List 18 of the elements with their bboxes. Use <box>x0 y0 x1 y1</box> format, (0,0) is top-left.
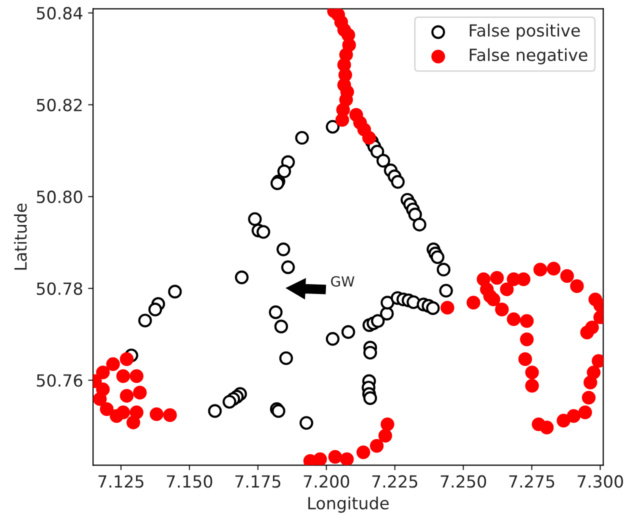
x-tick-label: 7.250 <box>440 475 486 488</box>
x-tick-label: 7.175 <box>235 475 280 488</box>
x-tick-label: 7.275 <box>509 475 554 488</box>
y-tick-label: 50.78 <box>36 282 82 295</box>
x-tick-label: 7.300 <box>578 475 623 488</box>
annotation: GW <box>331 276 354 287</box>
y-axis-title: Latitude <box>14 204 27 270</box>
x-axis-title: Longitude <box>308 496 389 513</box>
x-tick-label: 7.200 <box>304 475 350 488</box>
x-tick-label: 7.225 <box>372 475 418 488</box>
x-tick-label: 7.125 <box>98 475 144 488</box>
y-tick-label: 50.76 <box>36 374 82 387</box>
legend-label: False negative <box>470 48 588 64</box>
y-tick-label: 50.80 <box>36 190 82 204</box>
legend-label: False positive <box>470 24 580 40</box>
y-tick-label: 50.82 <box>36 98 82 112</box>
y-tick-label: 50.84 <box>36 6 82 20</box>
x-tick-label: 7.150 <box>166 475 212 488</box>
